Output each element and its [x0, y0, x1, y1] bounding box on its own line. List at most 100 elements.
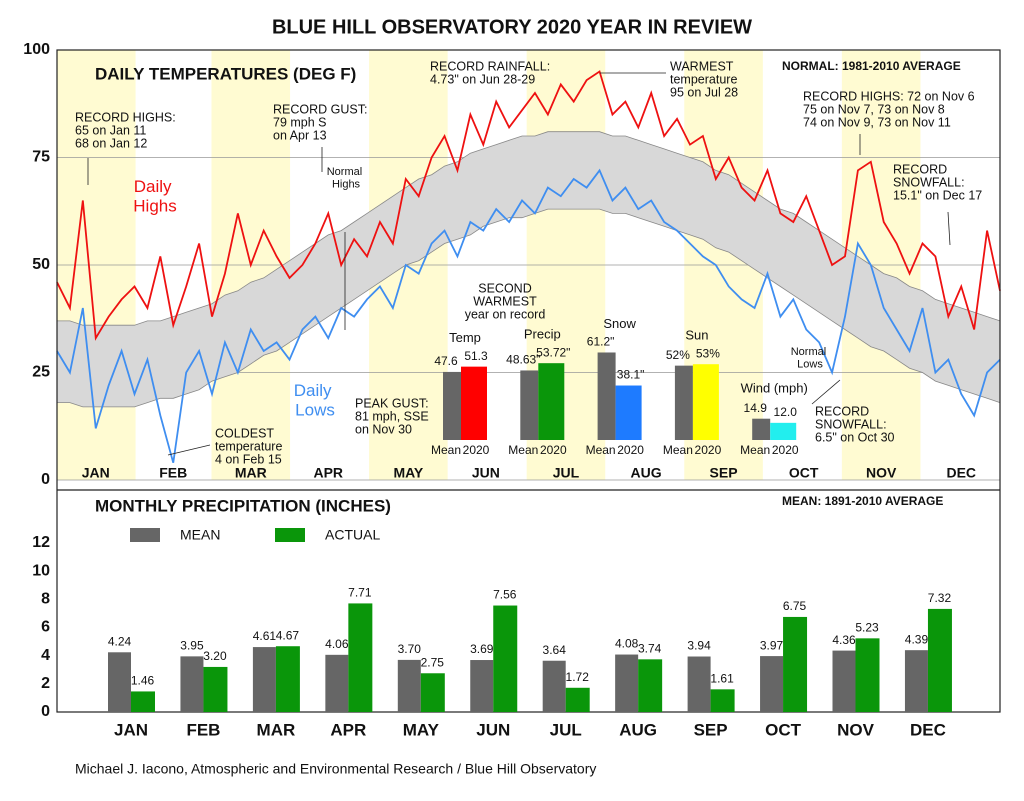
bar [348, 603, 373, 712]
annotation: PEAK GUST: [355, 396, 429, 410]
annotation: temperature [670, 72, 737, 86]
annotation: RECORD [815, 404, 869, 418]
bar [710, 689, 735, 712]
x-tick-label: DEC [946, 465, 976, 481]
annotation: 74 on Nov 9, 73 on Nov 11 [803, 115, 951, 129]
annotation: RECORD GUST: [273, 102, 367, 116]
annotation: 65 on Jan 11 [75, 123, 146, 137]
value-label: 4.67 [276, 628, 300, 642]
panel-title: MONTHLY PRECIPITATION (INCHES) [95, 496, 391, 515]
panel-subtitle: NORMAL: 1981-2010 AVERAGE [782, 59, 961, 73]
value-label: 14.9 [744, 401, 768, 415]
series-label: Daily Lows [294, 381, 337, 420]
x-tick-label: SEP [694, 720, 728, 739]
pointer [167, 444, 211, 456]
legend-swatch [275, 528, 305, 542]
annotation: RECORD HIGHS: [75, 110, 176, 124]
value-label: 3.69 [470, 642, 494, 656]
x-tick-label: FEB [159, 465, 187, 481]
value-label: 7.32 [928, 591, 952, 605]
annotation: RECORD [893, 162, 947, 176]
annotation: 6.5" on Oct 30 [815, 430, 895, 444]
bar [565, 687, 590, 712]
y-tick-label: 25 [32, 364, 50, 381]
group-label: Snow [603, 316, 636, 331]
bar [420, 673, 445, 712]
value-label: 48.63" [506, 353, 540, 367]
bar [760, 656, 784, 712]
value-label: 6.75 [783, 599, 807, 613]
panel-title: DAILY TEMPERATURES (DEG F) [95, 64, 356, 83]
annotation: temperature [215, 439, 282, 453]
bar [443, 371, 461, 440]
bar [470, 660, 494, 712]
value-label: 4.39 [905, 632, 929, 646]
bar [203, 666, 228, 712]
x-tick-label: JUL [553, 465, 580, 481]
y-tick-label: 50 [32, 256, 50, 273]
value-label: 47.6 [434, 354, 458, 368]
pointer [811, 379, 841, 405]
x-tick-label: MAY [403, 720, 440, 739]
label-line: Highs [332, 179, 361, 191]
annotation: SNOWFALL: [815, 417, 887, 431]
x-tick-label: OCT [765, 720, 802, 739]
y-tick-label: 2 [41, 675, 50, 692]
bar [855, 638, 880, 712]
value-label: 38.1" [617, 368, 645, 382]
value-label: 7.71 [348, 586, 372, 600]
annotation: WARMEST [670, 59, 734, 73]
bar [832, 650, 856, 712]
bar [325, 654, 349, 712]
bar [904, 650, 928, 712]
series-name: 2020 [772, 443, 799, 457]
value-label: 3.94 [687, 639, 711, 653]
x-tick-label: OCT [789, 465, 819, 481]
x-tick-label: APR [330, 720, 366, 739]
series-name: Mean [740, 443, 770, 457]
bar [638, 659, 663, 712]
bar [108, 652, 131, 712]
series-label: Normal Highs [327, 166, 366, 191]
series-line [56, 168, 1001, 464]
value-label: 1.72 [566, 670, 590, 684]
value-label: 4.06 [325, 637, 349, 651]
y-tick-label: 0 [41, 703, 50, 720]
value-label: 4.61 [253, 629, 277, 643]
x-tick-label: FEB [186, 720, 220, 739]
pointer [947, 211, 951, 246]
value-label: 2.75 [421, 655, 445, 669]
annotation: 4.73" on Jun 28-29 [430, 72, 535, 86]
bar [783, 616, 808, 712]
y-tick-label: 6 [41, 619, 50, 636]
bar [615, 654, 639, 712]
bar [615, 385, 642, 440]
value-label: 52% [666, 348, 690, 362]
label-line: Normal [327, 166, 366, 178]
annotation: 75 on Nov 7, 73 on Nov 8 [803, 102, 945, 116]
label-line: Normal [791, 346, 830, 358]
annotation: COLDEST [215, 426, 274, 440]
annotation: SNOWFALL: [893, 175, 965, 189]
value-label: 5.23 [855, 621, 879, 635]
page-title: BLUE HILL OBSERVATORY 2020 YEAR IN REVIE… [272, 16, 752, 38]
group-label: Precip [524, 327, 561, 342]
annotation: 95 on Jul 28 [670, 85, 738, 99]
y-tick-label: 75 [32, 149, 50, 166]
normal-band [57, 131, 1000, 407]
bar [692, 364, 719, 440]
bar [180, 656, 204, 712]
bar [461, 366, 487, 440]
series-line [57, 131, 1001, 326]
series-name: 2020 [695, 443, 722, 457]
bar [252, 647, 276, 712]
series-label: Daily Highs [133, 177, 176, 216]
legend-label: ACTUAL [325, 527, 380, 543]
value-label: 4.24 [108, 634, 132, 648]
value-label: 12.0 [774, 405, 798, 419]
series-label: Normal Lows [791, 346, 830, 371]
x-tick-label: JAN [82, 465, 110, 481]
y-tick-label: 12 [32, 534, 50, 551]
value-label: 3.64 [543, 643, 567, 657]
